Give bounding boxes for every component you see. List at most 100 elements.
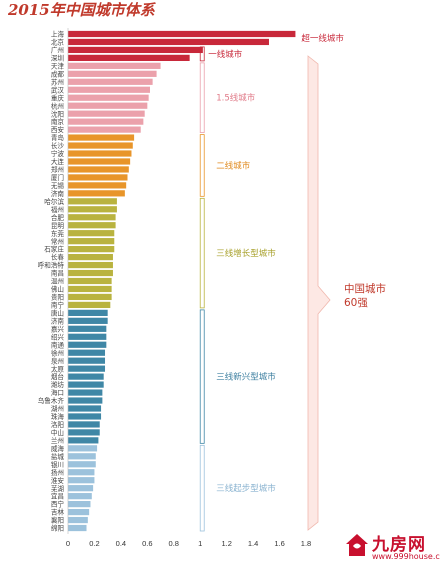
bar-盐城 (68, 453, 96, 460)
tier-bracket-1 (199, 46, 205, 62)
x-tick-label-5: 1 (198, 539, 202, 548)
bar-烟台 (68, 373, 104, 380)
tier-label-6: 三线起步型城市 (216, 483, 276, 494)
bar-青岛 (68, 134, 135, 141)
category-label-中山: 中山 (51, 428, 64, 437)
category-label-昆明: 昆明 (51, 222, 65, 230)
category-label-绵阳: 绵阳 (51, 524, 64, 533)
category-label-太原: 太原 (51, 364, 65, 373)
bar-湖州 (68, 405, 102, 412)
tier-bracket-5 (199, 309, 205, 444)
bar-襄阳 (68, 516, 88, 524)
bar-泉州 (68, 357, 106, 364)
category-label-芜湖: 芜湖 (51, 484, 65, 493)
total-brace (307, 55, 331, 531)
category-label-成都: 成都 (51, 69, 65, 78)
category-label-佛山: 佛山 (51, 285, 64, 294)
category-label-绍兴: 绍兴 (51, 332, 65, 341)
bar-南宁 (68, 301, 111, 309)
total-label-line-0: 中国城市 (344, 282, 386, 295)
category-label-西宁: 西宁 (51, 500, 65, 509)
total-group: 中国城市 60强 (307, 55, 386, 531)
bar-杭州 (68, 102, 148, 109)
category-label-郑州: 郑州 (51, 166, 64, 174)
category-label-盐城: 盐城 (51, 452, 65, 461)
bar-唐山 (68, 309, 108, 316)
tier-bracket-6 (199, 444, 205, 532)
tier-bracket-3 (199, 134, 205, 197)
category-label-无锡: 无锡 (51, 181, 65, 190)
tier-bracket-4 (199, 197, 205, 309)
bar-兰州 (68, 437, 99, 444)
category-label-东莞: 东莞 (51, 229, 65, 238)
bar-吉林 (68, 508, 90, 516)
bar-合肥 (68, 214, 116, 221)
bar-太原 (68, 365, 106, 372)
x-axis: 0 0.2 0.4 0.6 0.8 1 1.2 1.4 1.6 1.8 (66, 28, 311, 548)
tier-bracket-2 (199, 62, 205, 133)
category-label-烟台: 烟台 (51, 372, 65, 381)
bar-长沙 (68, 142, 133, 149)
bar-哈尔滨 (68, 198, 117, 205)
bar-绵阳 (68, 524, 87, 532)
category-label-珠海: 珠海 (51, 412, 65, 421)
category-label-嘉兴: 嘉兴 (51, 324, 65, 333)
bar-成都 (68, 70, 157, 77)
category-label-南宁: 南宁 (51, 301, 65, 310)
bar-银川 (68, 461, 96, 468)
bar-东莞 (68, 230, 115, 237)
category-label-长春: 长春 (51, 253, 65, 262)
category-label-青岛: 青岛 (51, 133, 65, 142)
category-label-天津: 天津 (51, 62, 65, 70)
category-label-淮安: 淮安 (51, 476, 65, 485)
category-label-扬州: 扬州 (51, 468, 64, 477)
total-label-line-1: 60强 (344, 297, 368, 309)
category-label-苏州: 苏州 (51, 77, 64, 86)
bar-重庆 (68, 94, 149, 101)
bar-长春 (68, 253, 113, 261)
bar-徐州 (68, 349, 106, 356)
bar-济南 (68, 317, 108, 324)
category-label-大连: 大连 (51, 157, 65, 166)
category-label-常州: 常州 (51, 237, 64, 246)
category-label-北京: 北京 (51, 38, 65, 47)
x-tick-label-8: 1.6 (274, 539, 284, 548)
bar-潍坊 (68, 381, 104, 388)
bar-深圳 (68, 54, 190, 61)
x-tick-label-0: 0 (66, 539, 70, 548)
bar-海口 (68, 389, 103, 396)
category-label-济南: 济南 (51, 189, 65, 198)
category-labels: 上海北京广州深圳天津成都苏州武汉重庆杭州沈阳南京西安青岛长沙宁波大连郑州厦门无锡… (38, 30, 65, 533)
bar-南通 (68, 341, 107, 348)
category-label-银川: 银川 (51, 460, 64, 469)
category-label-宁波: 宁波 (51, 149, 65, 158)
bar-常州 (68, 238, 115, 245)
category-label-宜昌: 宜昌 (51, 492, 64, 501)
category-label-济南: 济南 (51, 316, 65, 325)
bar-绍兴 (68, 333, 107, 340)
category-label-长沙: 长沙 (51, 141, 65, 150)
bar-西宁 (68, 501, 91, 508)
x-tick-label-4: 0.8 (169, 539, 179, 548)
x-tick-label-7: 1.4 (248, 539, 258, 548)
category-label-上海: 上海 (51, 30, 65, 39)
tier-label-3: 二线城市 (216, 160, 251, 171)
category-label-泉州: 泉州 (51, 356, 64, 365)
bar-郑州 (68, 166, 129, 173)
bar-珠海 (68, 413, 102, 420)
bar-大连 (68, 158, 131, 165)
bar-中山 (68, 429, 100, 436)
category-label-吉林: 吉林 (51, 508, 65, 517)
tier-label-4: 三线增长型城市 (216, 248, 276, 259)
bar-石家庄 (68, 246, 115, 253)
x-tick-label-1: 0.2 (89, 539, 99, 548)
bar-西安 (68, 126, 141, 133)
category-label-温州: 温州 (51, 277, 64, 286)
bar-淮安 (68, 477, 95, 484)
category-label-洛阳: 洛阳 (51, 420, 64, 429)
category-label-石家庄: 石家庄 (44, 245, 64, 254)
category-label-杭州: 杭州 (51, 101, 64, 110)
watermark-url: www.999house.com (372, 552, 440, 561)
bar-贵阳 (68, 293, 112, 301)
tier-label-2: 1.5线城市 (216, 93, 256, 104)
